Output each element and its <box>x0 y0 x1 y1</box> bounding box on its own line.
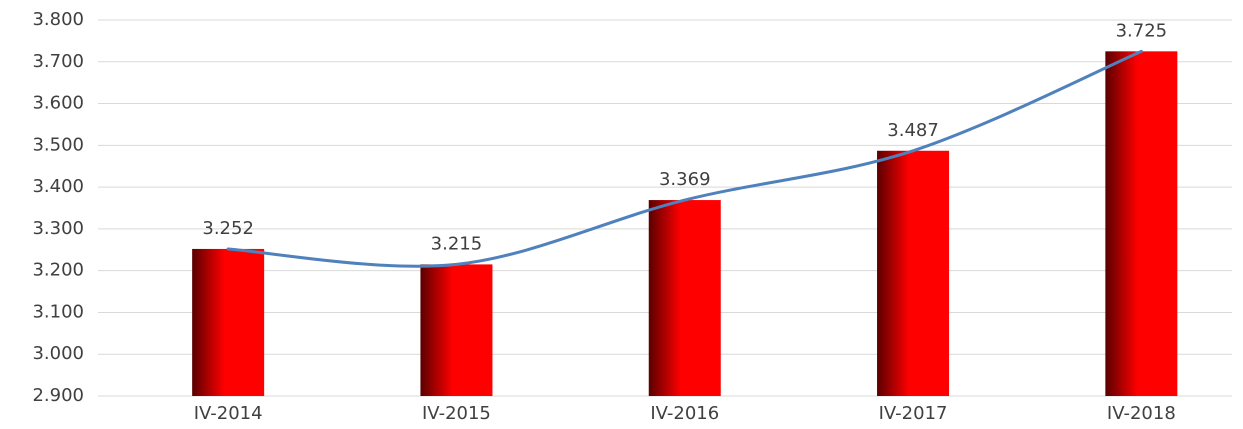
y-tick-label: 3.100 <box>32 301 84 322</box>
trend-line <box>226 49 1143 268</box>
data-label: 3.215 <box>431 233 483 254</box>
y-tick-label: 3.500 <box>32 134 84 155</box>
bar <box>192 248 265 396</box>
y-tick-label: 3.700 <box>32 51 84 72</box>
y-tick-label: 3.200 <box>32 260 84 281</box>
data-label: 3.725 <box>1116 20 1168 41</box>
data-label: 3.252 <box>202 218 254 239</box>
bar <box>648 200 721 396</box>
bar <box>1105 51 1178 396</box>
x-tick-label: IV-2014 <box>194 403 263 424</box>
x-tick-label: IV-2015 <box>422 403 491 424</box>
bar <box>877 150 950 396</box>
y-tick-label: 3.400 <box>32 176 84 197</box>
x-tick-label: IV-2017 <box>879 403 948 424</box>
y-tick-label: 3.000 <box>32 343 84 364</box>
y-tick-label: 2.900 <box>32 385 84 406</box>
y-tick-label: 3.600 <box>32 93 84 114</box>
data-label: 3.487 <box>887 120 939 141</box>
data-label: 3.369 <box>659 169 711 190</box>
x-tick-label: IV-2016 <box>650 403 719 424</box>
y-tick-label: 3.800 <box>32 9 84 30</box>
x-tick-label: IV-2018 <box>1107 403 1176 424</box>
bar <box>420 264 493 396</box>
y-tick-label: 3.300 <box>32 218 84 239</box>
